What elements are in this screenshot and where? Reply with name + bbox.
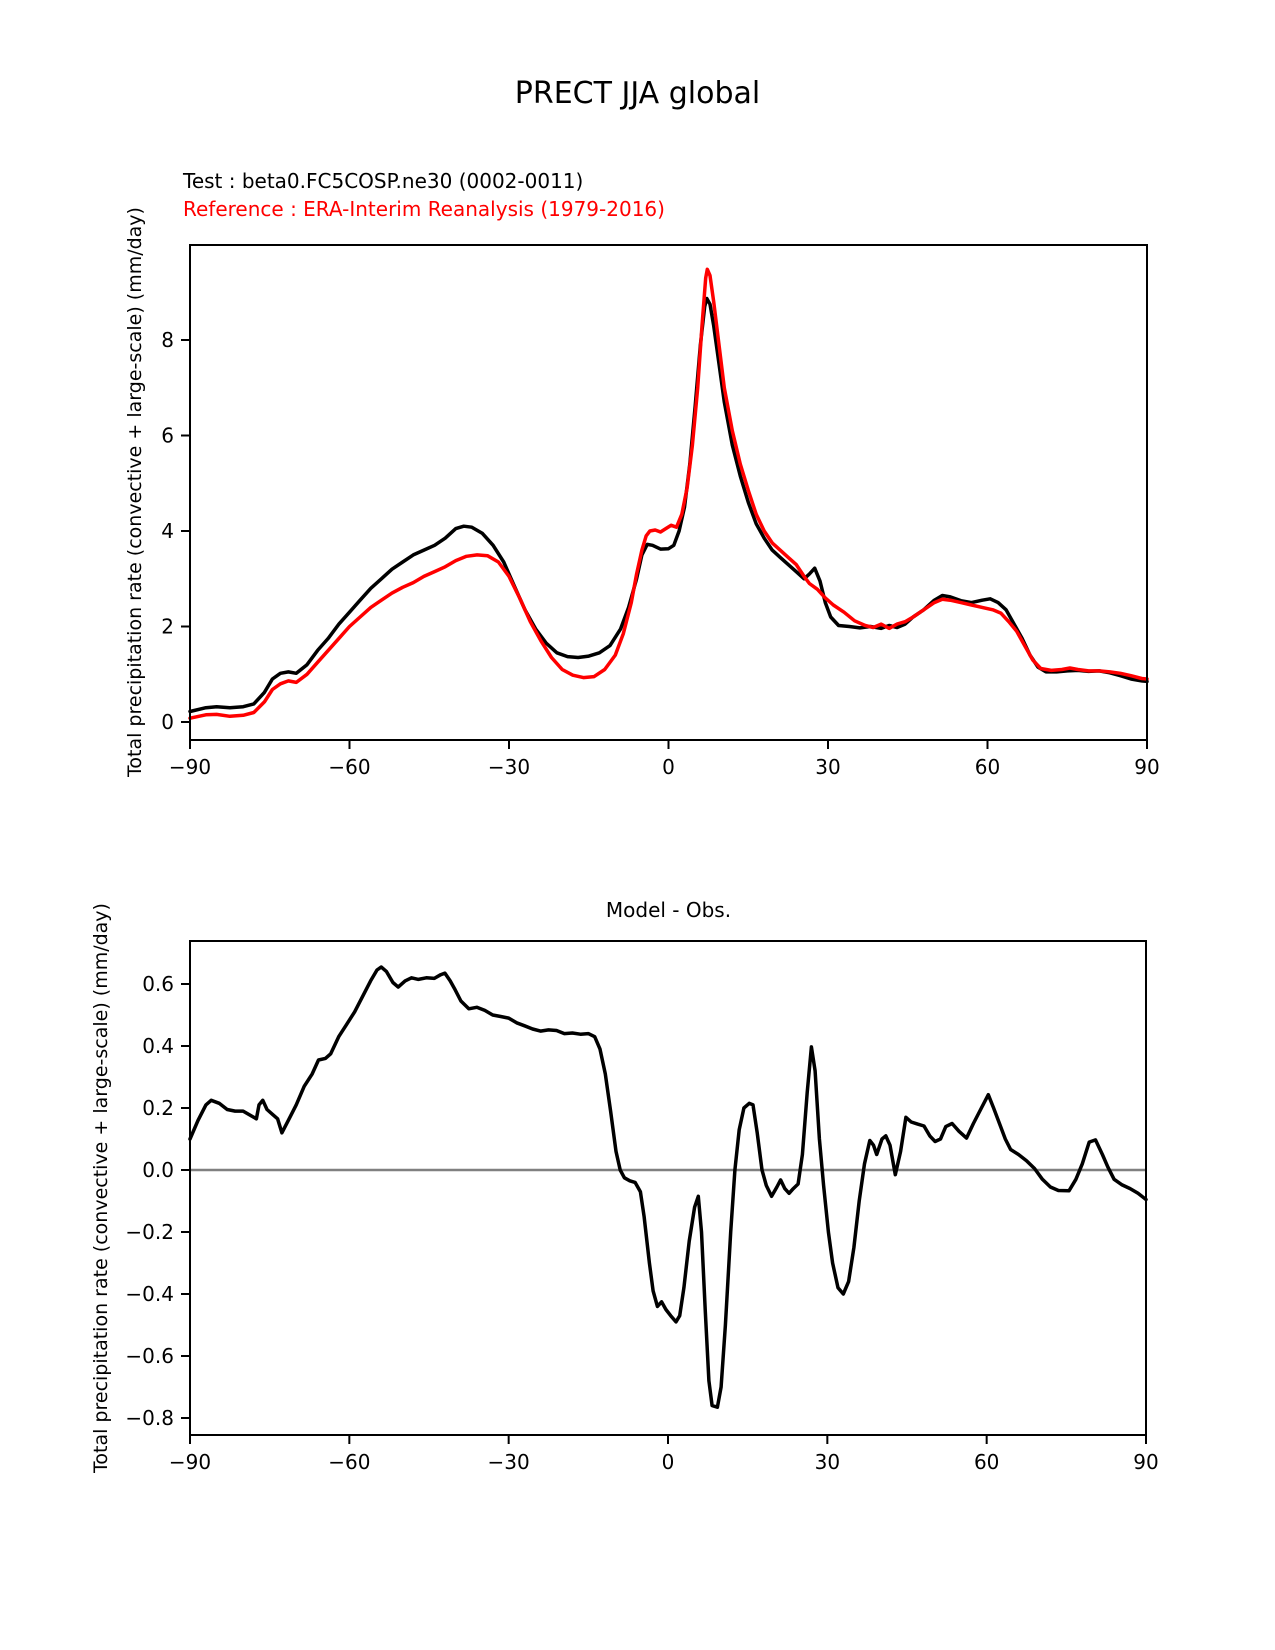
y-tick-label: 0 <box>161 710 174 734</box>
legend-test-label: Test : beta0.FC5COSP.ne30 (0002-0011) <box>183 169 584 193</box>
x-tick-label: −30 <box>488 755 530 779</box>
y-tick-label: 0.4 <box>142 1034 174 1058</box>
y-tick-label: −0.4 <box>125 1282 174 1306</box>
y-tick-label: 8 <box>161 328 174 352</box>
top-panel-axes-frame <box>189 244 1148 741</box>
x-tick-label: 0 <box>662 1450 675 1474</box>
bottom-panel-axes-frame <box>189 940 1147 1436</box>
y-tick-label: −0.2 <box>125 1220 174 1244</box>
y-tick-label: −0.6 <box>125 1344 174 1368</box>
figure-title: PRECT JJA global <box>514 76 761 111</box>
x-tick-label: −60 <box>328 755 370 779</box>
x-tick-label: 30 <box>815 1450 840 1474</box>
y-tick-label: 0.0 <box>142 1158 174 1182</box>
top-panel-series-line-1 <box>188 267 1149 720</box>
x-tick-label: 90 <box>1134 755 1159 779</box>
y-tick-label: 6 <box>161 424 174 448</box>
legend-reference-label: Reference : ERA-Interim Reanalysis (1979… <box>183 197 665 221</box>
bottom-panel-series-line-0 <box>188 965 1148 1409</box>
x-tick-label: 90 <box>1133 1450 1158 1474</box>
y-tick-label: 0.2 <box>142 1096 174 1120</box>
y-tick-label: 0.6 <box>142 972 174 996</box>
x-tick-label: −90 <box>169 755 211 779</box>
x-tick-label: 30 <box>815 755 840 779</box>
bottom-panel: −90 −60 −30 0 30 60 90 0.6 0.4 0.2 0.0 −0.2 −0.4 −0.6… <box>125 940 1159 1474</box>
x-tick-label: −60 <box>328 1450 370 1474</box>
top-panel: −90 −60 −30 0 30 60 90 0 2 4 6 8 <box>161 244 1160 779</box>
x-tick-label: −90 <box>169 1450 211 1474</box>
x-tick-label: 0 <box>662 755 675 779</box>
y-tick-label: 2 <box>161 615 174 639</box>
x-tick-label: −30 <box>488 1450 530 1474</box>
bottom-panel-title: Model - Obs. <box>605 898 732 922</box>
top-panel-series-line-0 <box>188 296 1149 714</box>
y-tick-label: 4 <box>161 519 174 543</box>
x-tick-label: 60 <box>975 755 1000 779</box>
x-tick-label: 60 <box>974 1450 999 1474</box>
y-tick-label: −0.8 <box>125 1406 174 1430</box>
